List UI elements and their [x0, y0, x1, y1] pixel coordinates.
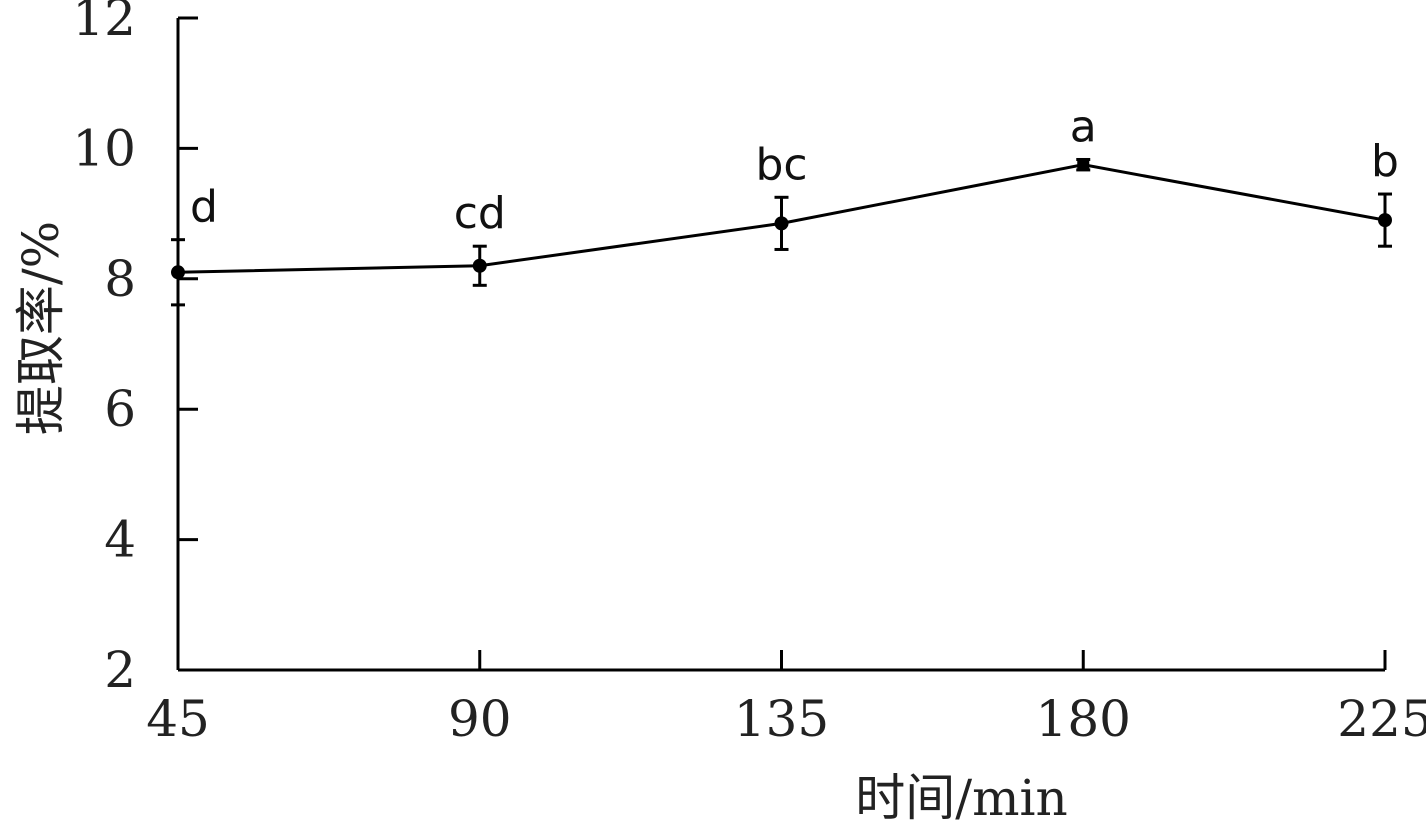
y-tick-label: 10 [72, 119, 136, 177]
data-label: b [1371, 136, 1399, 187]
x-tick-label: 135 [734, 690, 829, 748]
y-axis-title: 提取率/% [12, 221, 70, 435]
x-tick-label: 180 [1036, 690, 1131, 748]
y-tick-label: 2 [104, 641, 136, 699]
data-label: cd [454, 188, 506, 239]
chart-axes: 2 4 6 8 10 12 45 90 135 180 225 [72, 0, 1426, 748]
data-point [472, 258, 487, 273]
x-tick-label: 225 [1337, 690, 1426, 748]
data-point [1378, 213, 1392, 228]
data-label: d [190, 182, 218, 233]
data-point [1077, 158, 1090, 171]
x-axis-title: 时间/min [855, 769, 1067, 825]
chart-series [171, 157, 1392, 307]
chart-labels: d cd bc a b [190, 101, 1399, 239]
y-tick-label: 8 [104, 250, 136, 308]
x-tick-label: 90 [448, 690, 512, 748]
data-point [171, 265, 185, 280]
y-tick-label: 4 [104, 511, 136, 569]
y-tick-label: 12 [72, 0, 136, 47]
data-point [774, 216, 789, 231]
data-label: bc [755, 139, 807, 190]
data-label: a [1070, 101, 1097, 152]
x-tick-label: 45 [146, 690, 210, 748]
y-tick-label: 6 [104, 380, 136, 438]
